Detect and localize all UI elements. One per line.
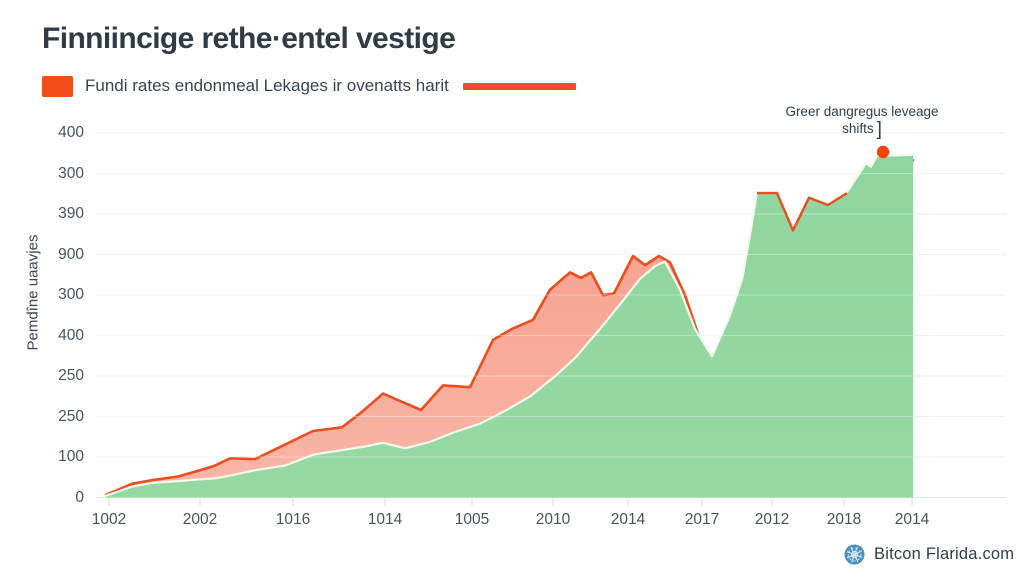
x-tick-label: 2014 [610, 511, 646, 528]
x-tick-label: 1014 [367, 511, 403, 528]
x-tick-label: 1002 [91, 511, 127, 528]
annotation-line1: Greer dangregus leveage [785, 104, 939, 119]
annotation-bracket: ] [876, 119, 882, 140]
y-tick-label: 400 [58, 124, 84, 141]
y-tick-label: 250 [58, 407, 84, 425]
legend-label: Fundi rates endonmeal Lekages ir ovenatt… [85, 76, 449, 95]
legend-line [462, 82, 576, 90]
series-area-1 [106, 154, 913, 498]
y-tick-label: 400 [58, 326, 84, 344]
y-tick-label: 390 [58, 205, 84, 222]
x-tick-label: 1005 [454, 511, 490, 528]
chart-legend: Fundi rates endonmeal Lekages ir ovenatt… [42, 74, 576, 98]
y-tick-label: 0 [75, 488, 84, 506]
brand-logo-icon [844, 544, 865, 565]
y-tick-label: 100 [58, 448, 84, 465]
x-tick-label: 2002 [182, 511, 218, 528]
x-tick-label: 2014 [894, 511, 930, 528]
legend-swatch [42, 75, 73, 97]
x-tick-label: 2012 [754, 511, 790, 528]
x-tick-label: 2017 [684, 511, 720, 528]
brand-name: Bitcon Flarida.com [874, 545, 1015, 563]
overlay-line [757, 191, 848, 232]
y-tick-label: 300 [58, 286, 84, 303]
y-tick-label: 900 [58, 245, 84, 263]
x-tick-label: 2018 [826, 511, 862, 528]
annotation-line2: shifts] [842, 119, 882, 140]
annotation-dot [876, 145, 890, 159]
chart-annotation: Greer dangregus leveage shifts] [760, 103, 964, 140]
x-tick-label: 1016 [275, 511, 311, 528]
x-tick-label: 2010 [535, 511, 571, 528]
page-title: Finniincige rethe·entel vestige [42, 22, 456, 55]
y-tick-label: 250 [58, 367, 84, 384]
footer-brand-link[interactable]: Bitcon Flarida.com [843, 543, 1014, 566]
y-tick-label: 300 [58, 164, 84, 182]
